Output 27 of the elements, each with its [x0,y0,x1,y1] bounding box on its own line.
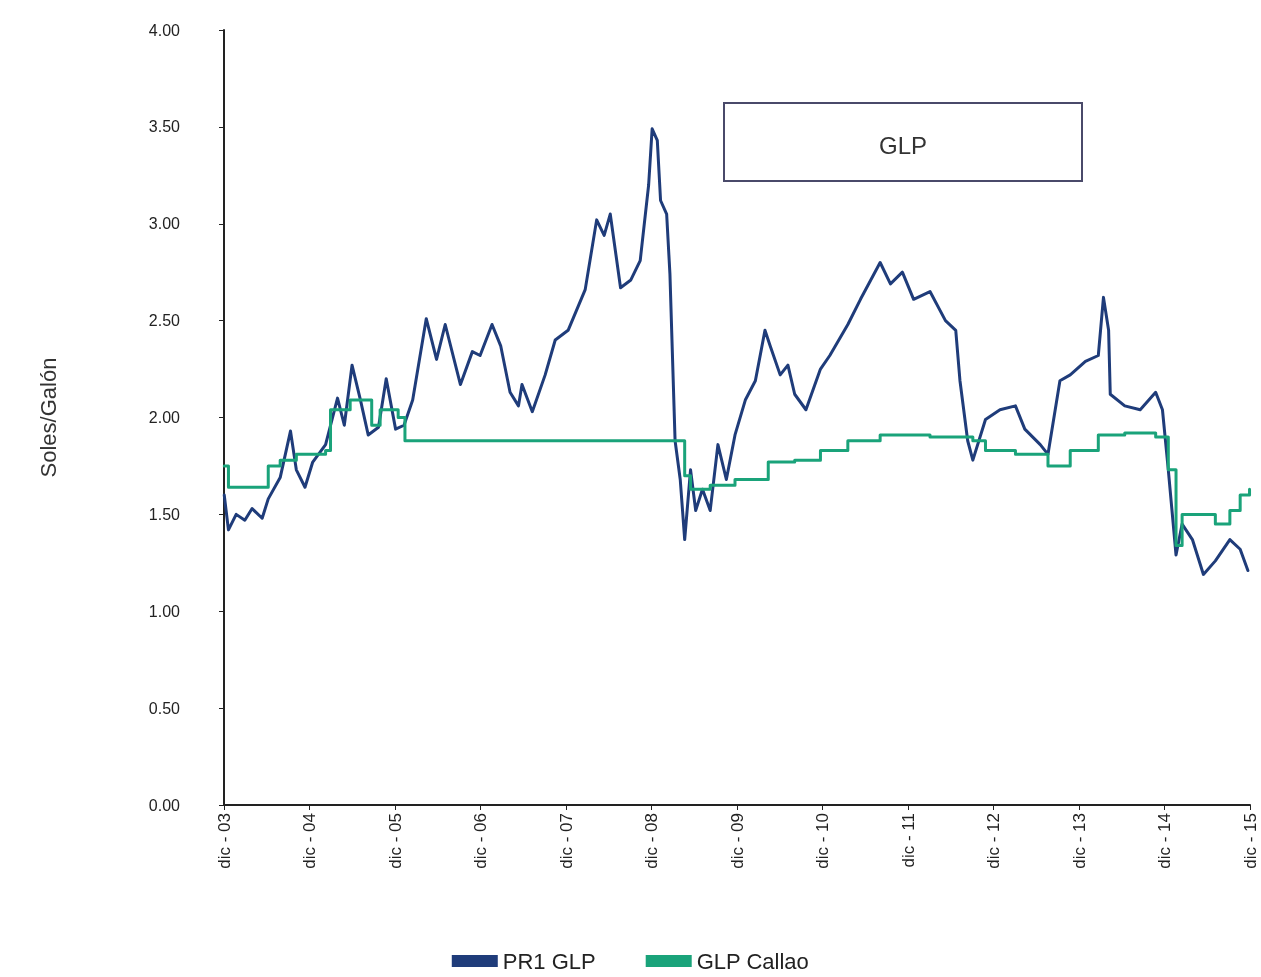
y-axis-title: Soles/Galón [35,357,61,478]
x-tick-label: dic - 04 [300,813,320,869]
x-tick-label: dic - 09 [727,813,747,869]
text: GLP [879,131,928,159]
x-tick-label: dic - 13 [1069,813,1089,869]
legend-label: PR1 GLP [502,948,596,974]
x-tick-label: dic - 11 [898,813,918,868]
legend-label: GLP Callao [696,948,809,974]
x-tick-label: dic - 12 [984,813,1004,869]
x-tick-label: dic - 14 [1155,813,1175,869]
y-tick-label: 1.00 [148,602,181,620]
x-tick-label: dic - 08 [642,813,662,869]
x-tick-label: dic - 15 [1240,813,1260,869]
x-tick-label: dic - 07 [556,813,576,869]
x-tick-label: dic - 05 [385,813,405,869]
y-tick-label: 2.00 [148,409,181,426]
y-tick-label: 4.00 [148,21,181,39]
x-tick-label: dic - 10 [813,813,833,869]
line-series [222,127,1250,576]
x-tick-label: dic - 06 [471,813,491,869]
x-tick-label: dic - 03 [214,813,234,869]
y-tick-label: 3.00 [148,215,181,233]
y-tick-label: 3.50 [148,118,181,136]
y-tick-label: 1.50 [148,505,181,523]
y-tick-label: 0.00 [148,796,181,814]
y-tick-label: 2.50 [148,312,181,330]
y-tick-label: 0.50 [148,699,181,717]
